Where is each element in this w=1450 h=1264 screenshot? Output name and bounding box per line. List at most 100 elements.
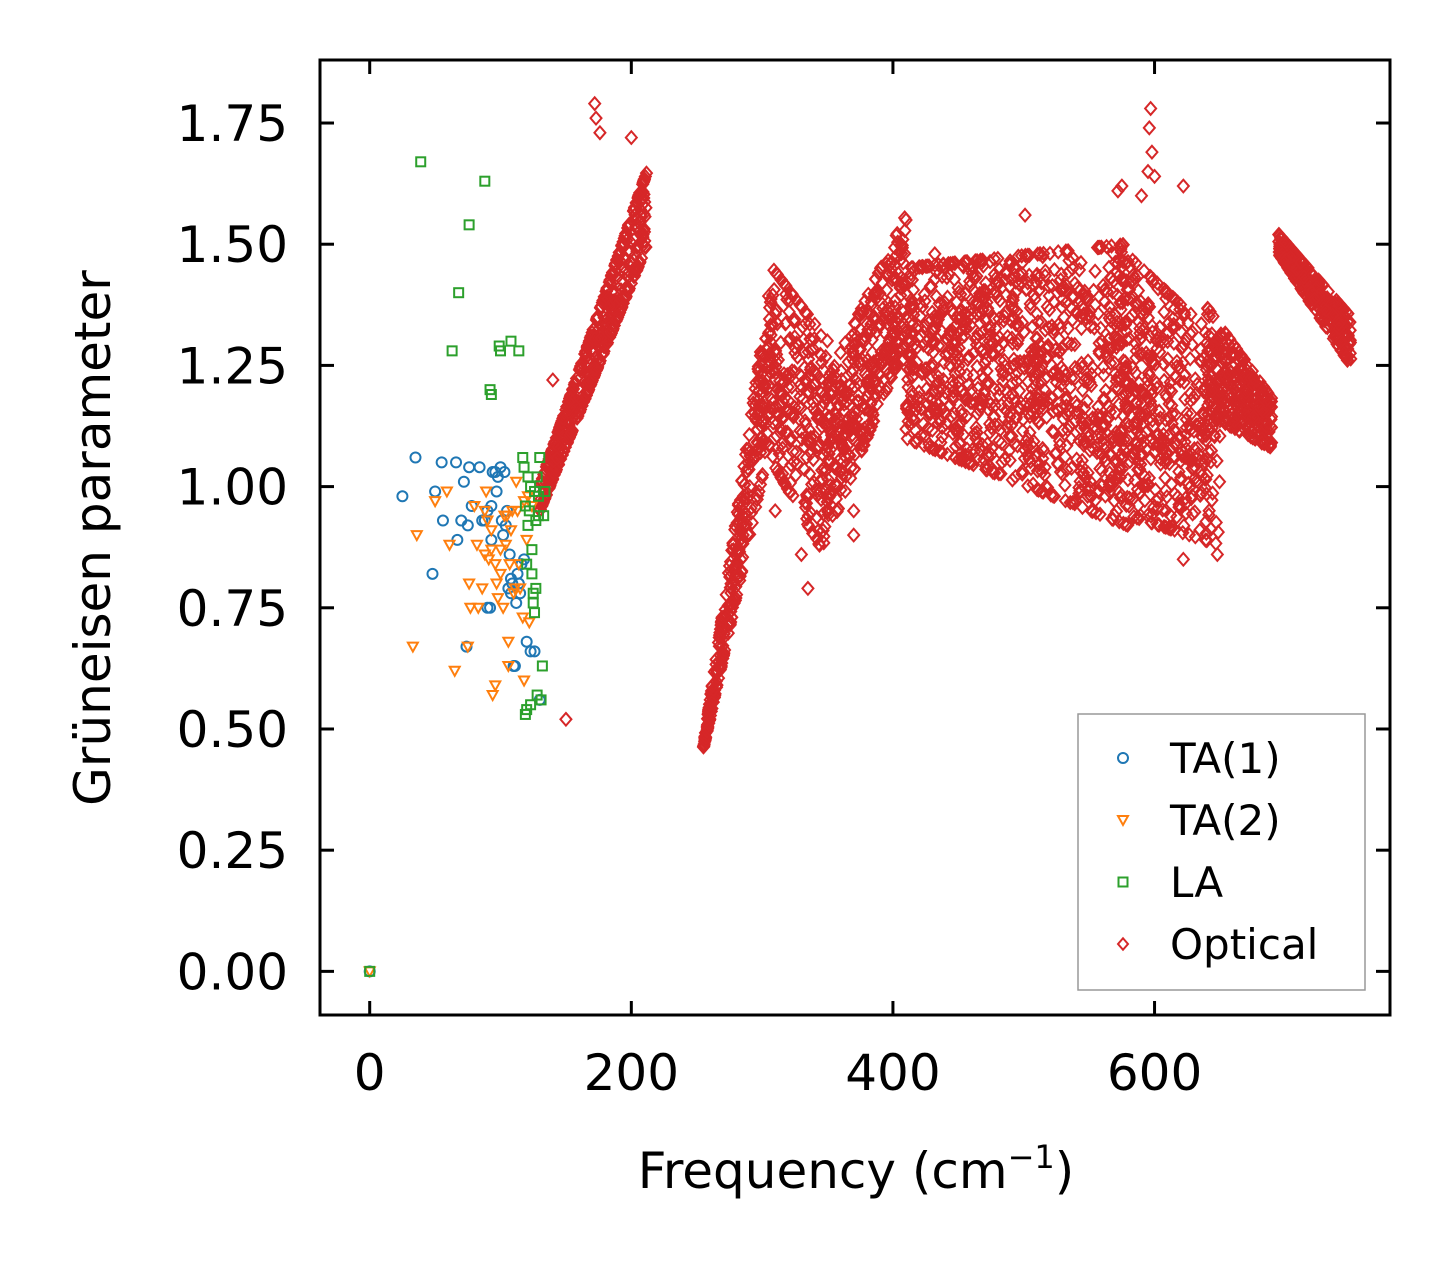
optical-point xyxy=(712,629,727,646)
data-point xyxy=(517,675,531,688)
optical-point xyxy=(912,259,926,275)
optical-point xyxy=(867,288,882,305)
optical-point xyxy=(778,424,793,440)
optical-point xyxy=(985,440,999,457)
optical-point xyxy=(632,254,647,271)
optical-point xyxy=(1145,324,1160,341)
optical-point xyxy=(753,344,768,360)
optical-point xyxy=(1029,274,1044,291)
optical-point xyxy=(895,239,910,256)
optical-point xyxy=(896,255,911,271)
optical-point xyxy=(932,373,946,390)
optical-point xyxy=(562,401,576,417)
optical-point xyxy=(1072,479,1086,496)
optical-point xyxy=(581,372,596,389)
optical-point xyxy=(823,423,838,440)
optical-point xyxy=(1009,409,1024,425)
optical-point xyxy=(1063,379,1078,396)
optical-point xyxy=(1083,318,1098,335)
data-point xyxy=(484,601,497,614)
data-point xyxy=(491,593,505,606)
optical-point xyxy=(1200,418,1215,434)
optical-point xyxy=(1010,354,1025,371)
optical-point xyxy=(921,405,936,422)
optical-point xyxy=(1077,306,1091,322)
optical-point xyxy=(1127,419,1142,436)
optical-point xyxy=(1092,345,1107,362)
optical-point xyxy=(1199,525,1214,542)
optical-point xyxy=(782,332,796,349)
series-ta2 xyxy=(363,476,539,979)
optical-point xyxy=(1110,287,1125,304)
optical-point xyxy=(733,500,748,517)
data-point xyxy=(461,641,475,654)
optical-point xyxy=(790,455,804,472)
optical-point xyxy=(570,410,584,426)
y-tick-label: 0.50 xyxy=(177,701,288,759)
optical-point xyxy=(854,442,869,458)
optical-point xyxy=(1264,408,1279,425)
optical-point xyxy=(768,502,783,519)
optical-point xyxy=(884,310,899,327)
optical-point xyxy=(1103,355,1118,371)
optical-point xyxy=(1246,376,1260,393)
optical-point xyxy=(637,171,652,188)
optical-point xyxy=(588,331,602,347)
data-point xyxy=(475,583,489,596)
optical-point xyxy=(884,309,899,325)
data-point xyxy=(496,602,510,615)
optical-point xyxy=(1339,303,1354,320)
optical-point xyxy=(1035,363,1050,379)
optical-point xyxy=(1001,395,1016,412)
optical-point xyxy=(735,530,749,546)
data-point xyxy=(415,156,427,168)
optical-point xyxy=(821,503,835,520)
optical-point xyxy=(1064,431,1078,447)
optical-point xyxy=(766,414,780,431)
optical-point xyxy=(710,663,725,680)
optical-point xyxy=(787,453,801,470)
data-point xyxy=(410,530,424,543)
data-point xyxy=(528,645,541,658)
optical-point xyxy=(1075,459,1090,475)
optical-point xyxy=(624,129,639,146)
optical-point xyxy=(1014,247,1029,264)
optical-point xyxy=(817,518,832,535)
optical-point xyxy=(823,373,838,390)
optical-point xyxy=(594,330,608,346)
optical-point xyxy=(1050,402,1065,418)
optical-point xyxy=(1111,428,1126,444)
optical-point xyxy=(846,502,861,519)
optical-point xyxy=(639,199,653,216)
series-optical xyxy=(533,95,1358,755)
optical-point xyxy=(548,433,562,450)
optical-point xyxy=(874,259,889,276)
optical-point xyxy=(1053,437,1067,454)
optical-point xyxy=(963,394,978,411)
optical-point xyxy=(1073,473,1088,490)
optical-point xyxy=(766,317,780,333)
optical-point xyxy=(786,409,801,425)
optical-point xyxy=(844,338,859,355)
optical-point xyxy=(937,294,952,311)
optical-point xyxy=(825,383,840,400)
optical-point xyxy=(890,342,904,358)
optical-point xyxy=(833,379,847,396)
optical-point xyxy=(1116,436,1131,453)
data-point xyxy=(538,510,550,522)
optical-point xyxy=(1116,352,1131,369)
optical-point xyxy=(1150,380,1164,397)
optical-point xyxy=(750,491,764,508)
optical-point xyxy=(1052,367,1067,384)
optical-point xyxy=(1173,359,1187,376)
optical-point xyxy=(1334,333,1348,350)
optical-point xyxy=(834,469,849,486)
optical-point xyxy=(887,362,902,378)
optical-point xyxy=(1083,473,1098,490)
optical-point xyxy=(1181,447,1196,464)
optical-point xyxy=(803,435,818,452)
optical-point xyxy=(846,362,860,378)
optical-point xyxy=(833,344,848,361)
optical-point xyxy=(1078,470,1093,487)
optical-point xyxy=(1179,505,1193,521)
